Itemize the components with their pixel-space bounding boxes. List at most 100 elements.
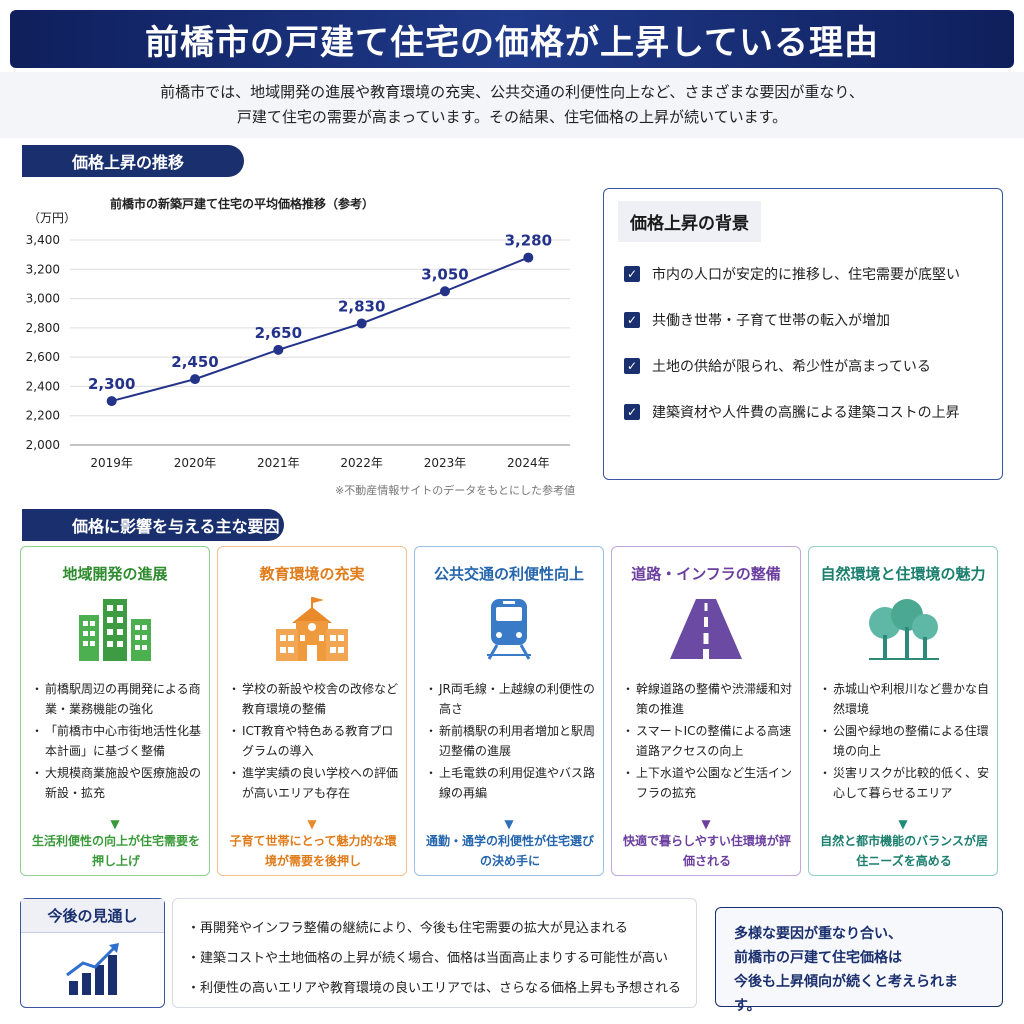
chevron-down-icon: ▼ [110, 817, 120, 831]
data-point [523, 252, 534, 263]
background-item-text: 土地の供給が限られ、希少性が高まっている [652, 359, 931, 375]
background-item-text: 共働き世帯・子育て世帯の転入が増加 [652, 313, 890, 329]
y-tick-label: 3,400 [26, 233, 60, 247]
background-title: 価格上昇の背景 [618, 201, 761, 242]
intro-line-2: 戸建て住宅の需要が高まっています。その結果、住宅価格の上昇が続いています。 [236, 108, 788, 126]
intro-text: 前橋市では、地域開発の進展や教育環境の充実、公共交通の利便性向上など、さまざまな… [0, 72, 1024, 138]
data-point [440, 286, 450, 297]
card-item: 上下水道や公園など生活インフラの拡充 [622, 763, 794, 803]
chevron-down-icon: ▼ [701, 817, 711, 831]
card-item: スマートICの整備による高速道路アクセスの向上 [622, 721, 794, 761]
data-label: 2,450 [171, 353, 218, 371]
card-item: ICT教育や特色ある教育プログラムの導入 [228, 721, 400, 761]
card-item: 公園や緑地の整備による住環境の向上 [819, 721, 991, 761]
card-conclusion: 通勤・通学の利便性が住宅選びの決め手に [425, 834, 594, 868]
section-label-trend: 価格上昇の推移 [22, 145, 244, 177]
card-item: 進学実績の良い学校への評価が高いエリアも存在 [228, 763, 400, 803]
y-tick-label: 3,200 [26, 262, 60, 276]
data-point [106, 396, 117, 407]
card-item: 災害リスクが比較的低く、安心して暮らせるエリア [819, 763, 991, 803]
x-tick-label: 2023年 [424, 456, 467, 470]
card-item: 新前橋駅の利用者増加と駅周辺整備の進展 [425, 721, 597, 761]
growth-chart-icon [65, 941, 125, 1003]
card-item: 幹線道路の整備や渋滞緩和対策の推進 [622, 679, 794, 719]
page-title: 前橋市の戸建て住宅の価格が上昇している理由 [145, 22, 879, 63]
factor-card-nature: 自然環境と住環境の魅力 赤城山や利根川など豊かな自然環境 公園や緑地の整備による… [808, 546, 998, 876]
trees-icon [863, 597, 943, 665]
outlook-list-panel: ・再開発やインフラ整備の継続により、今後も住宅需要の拡大が見込まれる ・建築コス… [172, 898, 697, 1008]
outlook-item-text: 建築コストや土地価格の上昇が続く場合、価格は当面高止まりする可能性が高い [200, 950, 669, 966]
background-item: ✓ 建築資材や人件費の高騰による建築コストの上昇 [624, 389, 960, 435]
card-conclusion: 快適で暮らしやすい住環境が評価される [623, 834, 791, 868]
y-tick-label: 2,200 [26, 409, 60, 423]
background-item: ✓ 市内の人口が安定的に推移し、住宅需要が底堅い [624, 251, 960, 297]
card-item: 前橋駅周辺の再開発による商業・業務機能の強化 [31, 679, 203, 719]
card-title: 自然環境と住環境の魅力 [820, 565, 986, 583]
card-item: 大規模商業施設や医療施設の新設・拡充 [31, 763, 203, 803]
data-point [190, 374, 200, 385]
background-list: ✓ 市内の人口が安定的に推移し、住宅需要が底堅い ✓ 共働き世帯・子育て世帯の転入が… [624, 251, 960, 435]
y-tick-label: 2,800 [26, 321, 60, 335]
card-items: 赤城山や利根川など豊かな自然環境 公園や緑地の整備による住環境の向上 災害リスク… [819, 679, 991, 805]
card-items: 学校の新設や校舎の改修など教育環境の整備 ICT教育や特色ある教育プログラムの導… [228, 679, 400, 805]
card-conclusion: 子育て世帯にとって魅力的な環境が需要を後押し [229, 834, 397, 868]
background-panel: 価格上昇の背景 ✓ 市内の人口が安定的に推移し、住宅需要が底堅い ✓ 共働き世帯・子… [603, 188, 1003, 480]
outlook-item-text: 再開発やインフラ整備の継続により、今後も住宅需要の拡大が見込まれる [200, 920, 628, 936]
intro-line-1: 前橋市では、地域開発の進展や教育環境の充実、公共交通の利便性向上など、さまざまな… [160, 83, 864, 101]
outlook-panel: 今後の見通し [20, 898, 165, 1008]
checkbox-icon: ✓ [624, 404, 640, 420]
price-chart: 前橋市の新築戸建て住宅の平均価格推移（参考） （万円） 2,000 2,200 2,4… [20, 185, 585, 500]
y-tick-label: 2,000 [26, 438, 60, 452]
card-title: 公共交通の利便性向上 [433, 565, 584, 583]
x-tick-label: 2019年 [90, 456, 133, 470]
checkbox-icon: ✓ [624, 266, 640, 282]
factor-card-development: 地域開発の進展 前橋駅周辺の再開発による商業・業務機能の強化 「前橋市中心市街地… [20, 546, 210, 876]
summary-line-2: 前橋市の戸建て住宅価格は [734, 950, 902, 966]
summary-line-1: 多様な要因が重なり合い、 [734, 926, 902, 942]
card-item: JR両毛線・上越線の利便性の高さ [425, 679, 597, 719]
title-banner: 前橋市の戸建て住宅の価格が上昇している理由 [10, 10, 1014, 68]
factor-card-transport: 公共交通の利便性向上 JR両毛線・上越線の利便性の高さ 新前橋駅の利用者増加と駅… [414, 546, 604, 876]
card-item: 赤城山や利根川など豊かな自然環境 [819, 679, 991, 719]
chevron-down-icon: ▼ [898, 817, 908, 831]
chevron-down-icon: ▼ [504, 817, 514, 831]
section-label-factors: 価格に影響を与える主な要因 [22, 509, 284, 541]
outlook-item: ・建築コストや土地価格の上昇が続く場合、価格は当面高止まりする可能性が高い [187, 941, 681, 971]
outlook-item-text: 利便性の高いエリアや教育環境の良いエリアでは、さらなる価格上昇も予想される [200, 980, 682, 996]
factor-card-infrastructure: 道路・インフラの整備 幹線道路の整備や渋滞緩和対策の推進 スマートICの整備によ… [611, 546, 801, 876]
x-tick-label: 2020年 [174, 456, 217, 470]
data-point [356, 318, 367, 329]
card-title: 地域開発の進展 [62, 565, 168, 583]
train-icon [469, 597, 549, 665]
background-item-text: 市内の人口が安定的に推移し、住宅需要が底堅い [652, 267, 960, 283]
card-items: 前橋駅周辺の再開発による商業・業務機能の強化 「前橋市中心市街地活性化基本計画」… [31, 679, 203, 805]
buildings-icon [75, 597, 155, 665]
chart-svg: （万円） 2,000 2,200 2,400 2,600 2,800 3,000 3,200 3… [26, 211, 570, 470]
chevron-down-icon: ▼ [307, 817, 317, 831]
card-conclusion: 自然と都市機能のバランスが居住ニーズを高める [820, 834, 988, 868]
card-items: 幹線道路の整備や渋滞緩和対策の推進 スマートICの整備による高速道路アクセスの向… [622, 679, 794, 805]
outlook-title: 今後の見通し [21, 899, 164, 933]
card-title: 道路・インフラの整備 [631, 565, 781, 583]
data-label: 3,050 [421, 265, 468, 283]
outlook-item: ・利便性の高いエリアや教育環境の良いエリアでは、さらなる価格上昇も予想される [187, 971, 681, 1001]
data-label: 2,300 [88, 375, 135, 393]
school-icon [272, 597, 352, 665]
card-item: 上毛電鉄の利用促進やバス路線の再編 [425, 763, 597, 803]
y-tick-label: 2,600 [26, 350, 60, 364]
background-item-text: 建築資材や人件費の高騰による建築コストの上昇 [652, 405, 960, 421]
card-item: 「前橋市中心市街地活性化基本計画」に基づく整備 [31, 721, 203, 761]
card-conclusion: 生活利便性の向上が住宅需要を押し上げ [31, 834, 200, 868]
road-icon [666, 597, 746, 665]
summary-line-3: 今後も上昇傾向が続くと考えられます。 [734, 974, 958, 1014]
data-point [273, 344, 284, 355]
card-title: 教育環境の充実 [259, 565, 365, 583]
background-item: ✓ 共働き世帯・子育て世帯の転入が増加 [624, 297, 960, 343]
y-axis-unit-label: （万円） [28, 211, 76, 225]
summary-box: 多様な要因が重なり合い、 前橋市の戸建て住宅価格は 今後も上昇傾向が続くと考えら… [715, 907, 1003, 1014]
data-label: 3,280 [505, 232, 552, 250]
factor-card-education: 教育環境の充実 学校の新設や校舎の改修など教育環境の整備 ICT教育や特色ある教… [217, 546, 407, 876]
chart-title: 前橋市の新築戸建て住宅の平均価格推移（参考） [110, 197, 375, 211]
series-line [111, 256, 529, 403]
card-items: JR両毛線・上越線の利便性の高さ 新前橋駅の利用者増加と駅周辺整備の進展 上毛電… [425, 679, 597, 805]
